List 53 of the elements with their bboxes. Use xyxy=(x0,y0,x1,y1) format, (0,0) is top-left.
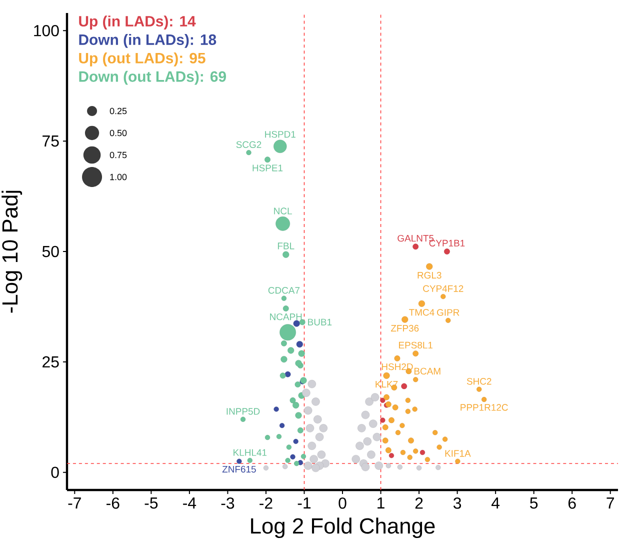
annotation: BCAM xyxy=(414,368,440,375)
text: Down (in LADs): 18 xyxy=(79,34,216,48)
x-tick-label: 3 xyxy=(453,498,462,509)
annotation: CYP4F12 xyxy=(423,285,464,292)
annotation: FBL xyxy=(278,242,294,250)
legend-label: 0.25 xyxy=(110,108,127,114)
y-axis-title: -Log 10 Padj xyxy=(2,190,22,313)
annotation: ZFP36 xyxy=(390,324,419,332)
annotation: CDCA7 xyxy=(268,287,300,294)
text: Up (in LADs): 14 xyxy=(79,16,196,30)
annotation: EPS8L1 xyxy=(399,342,432,349)
annotation: TMC4 xyxy=(409,309,434,316)
x-tick-label: 4 xyxy=(491,498,500,508)
annotation: HSPD1 xyxy=(265,130,296,138)
x-tick-label: -5 xyxy=(144,498,158,509)
y-tick-label: 50 xyxy=(42,246,59,258)
annotation: INPP5D xyxy=(226,408,260,415)
annotation: RGL3 xyxy=(418,272,442,279)
x-tick-label: -2 xyxy=(260,498,272,509)
x-tick-label: 7 xyxy=(606,498,614,508)
x-tick-label: 5 xyxy=(530,498,538,509)
annotation: SCG2 xyxy=(236,141,262,148)
annotation: NCAPH xyxy=(270,313,302,320)
y-tick-label: 75 xyxy=(42,136,59,147)
x-tick-label: 2 xyxy=(415,498,423,509)
annotation: PPP1R12C xyxy=(460,404,508,411)
annotation: CYP1B1 xyxy=(429,240,465,247)
y-tick-label: 0 xyxy=(51,466,59,478)
x-tick-label: -1 xyxy=(298,498,311,508)
annotation: ZNF615 xyxy=(222,466,256,473)
x-tick-label: -6 xyxy=(106,498,120,509)
annotation: BUB1 xyxy=(308,318,332,326)
y-tick-label: 100 xyxy=(34,25,59,36)
text: Down (out LADs): 69 xyxy=(79,70,226,85)
x-tick-label: -3 xyxy=(221,498,234,509)
legend-label: 0.50 xyxy=(110,130,127,136)
annotation: GIPR xyxy=(437,309,460,316)
x-tick-label: -7 xyxy=(68,498,81,508)
x-tick-label: 6 xyxy=(568,498,576,509)
x-tick-label: 1 xyxy=(378,498,384,508)
x-axis-title: Log 2 Fold Change xyxy=(251,518,435,538)
text: Up (out LADs): 95 xyxy=(79,52,206,66)
annotation: KIF1A xyxy=(445,450,471,457)
annotation: HSPE1 xyxy=(252,164,283,172)
legend-label: 0.75 xyxy=(110,152,127,158)
x-tick-label: -4 xyxy=(183,498,196,508)
y-tick-label: 25 xyxy=(42,356,59,368)
x-tick-label: 0 xyxy=(338,498,346,509)
annotation: KLHL41 xyxy=(234,449,267,456)
legend-label: 1.00 xyxy=(110,174,127,180)
annotation: SHC2 xyxy=(466,378,492,385)
annotation: NCL xyxy=(274,208,292,214)
annotation: GALNT5 xyxy=(398,234,434,242)
